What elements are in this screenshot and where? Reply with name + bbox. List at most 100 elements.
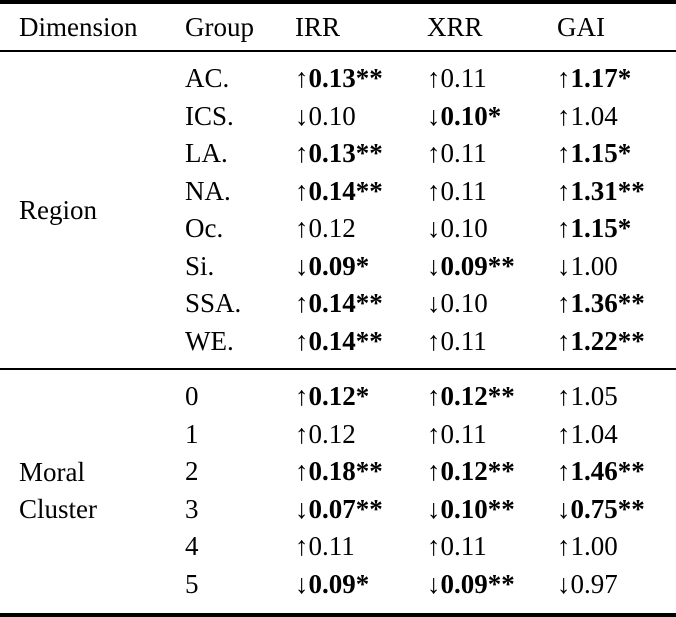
gai-cell: ↑1.15* (557, 138, 676, 169)
xrr-cell: ↓0.10* (427, 101, 557, 132)
xrr-value: 0.11 (440, 175, 487, 206)
irr-cell: ↑0.12 (295, 213, 427, 244)
gai-value: 0.75** (570, 493, 645, 524)
gai-cell: ↑1.04 (557, 101, 676, 132)
irr-value: 0.10 (308, 100, 356, 131)
group-cell: 1 (185, 418, 199, 449)
group-cell: AC. (185, 63, 230, 94)
xrr-cell: ↑0.11 (427, 63, 557, 94)
table-row: WE. ↑0.14** ↑0.11 ↑1.22** (185, 323, 676, 361)
irr-cell: ↑0.12 (295, 419, 427, 450)
gai-value: 1.36** (570, 288, 645, 319)
xrr-value: 0.11 (440, 418, 487, 449)
xrr-value: 0.10 (440, 288, 488, 319)
trend-arrow-icon: ↑ (427, 63, 441, 94)
gai-value: 1.00 (570, 250, 618, 281)
trend-arrow-icon: ↑ (295, 325, 309, 356)
section-region: Region AC. ↑0.13** ↑0.11 ↑1.17* ICS. ↓0.… (0, 52, 676, 368)
table-row: 3 ↓0.07** ↓0.10** ↓0.75** (185, 491, 676, 529)
gai-cell: ↓0.75** (557, 494, 676, 525)
trend-arrow-icon: ↑ (427, 418, 441, 449)
xrr-value: 0.12** (440, 381, 515, 412)
group-cell: Oc. (185, 213, 224, 244)
trend-arrow-icon: ↓ (427, 100, 441, 131)
xrr-cell: ↑0.11 (427, 531, 557, 562)
xrr-value: 0.11 (440, 138, 487, 169)
gai-value: 1.15* (570, 213, 632, 244)
trend-arrow-icon: ↓ (557, 493, 571, 524)
column-header-dimension: Dimension (19, 11, 138, 42)
irr-value: 0.09* (308, 250, 370, 281)
irr-cell: ↓0.07** (295, 494, 427, 525)
trend-arrow-icon: ↓ (427, 213, 441, 244)
irr-cell: ↑0.12* (295, 381, 427, 412)
table-row: Si. ↓0.09* ↓0.09** ↓1.00 (185, 248, 676, 286)
column-header-gai: GAI (557, 11, 605, 42)
irr-cell: ↑0.14** (295, 326, 427, 357)
gai-value: 1.04 (570, 418, 618, 449)
irr-value: 0.14** (308, 288, 383, 319)
trend-arrow-icon: ↑ (557, 418, 571, 449)
column-header-irr: IRR (295, 11, 341, 42)
table-row: 0 ↑0.12* ↑0.12** ↑1.05 (185, 378, 676, 416)
trend-arrow-icon: ↑ (557, 456, 571, 487)
table-row: SSA. ↑0.14** ↓0.10 ↑1.36** (185, 285, 676, 323)
irr-value: 0.12 (308, 213, 356, 244)
irr-value: 0.07** (308, 493, 383, 524)
trend-arrow-icon: ↑ (557, 531, 571, 562)
trend-arrow-icon: ↑ (427, 381, 441, 412)
irr-value: 0.13** (308, 138, 383, 169)
trend-arrow-icon: ↑ (557, 381, 571, 412)
table-row: 4 ↑0.11 ↑0.11 ↑1.00 (185, 528, 676, 566)
gai-value: 1.46** (570, 456, 645, 487)
irr-cell: ↓0.10 (295, 101, 427, 132)
trend-arrow-icon: ↑ (427, 456, 441, 487)
irr-value: 0.18** (308, 456, 383, 487)
dimension-label-line: Moral (19, 456, 85, 487)
irr-cell: ↑0.14** (295, 288, 427, 319)
gai-cell: ↑1.15* (557, 213, 676, 244)
trend-arrow-icon: ↓ (295, 250, 309, 281)
trend-arrow-icon: ↑ (427, 325, 441, 356)
group-cell: Si. (185, 250, 215, 281)
group-cell: SSA. (185, 288, 242, 319)
xrr-cell: ↓0.10** (427, 494, 557, 525)
irr-cell: ↑0.11 (295, 531, 427, 562)
table-row: NA. ↑0.14** ↑0.11 ↑1.31** (185, 173, 676, 211)
irr-cell: ↑0.13** (295, 138, 427, 169)
table-row: Oc. ↑0.12 ↓0.10 ↑1.15* (185, 210, 676, 248)
xrr-value: 0.10 (440, 213, 488, 244)
irr-value: 0.11 (308, 531, 355, 562)
trend-arrow-icon: ↓ (295, 493, 309, 524)
trend-arrow-icon: ↓ (427, 288, 441, 319)
gai-cell: ↑1.22** (557, 326, 676, 357)
trend-arrow-icon: ↑ (295, 456, 309, 487)
trend-arrow-icon: ↓ (427, 568, 441, 599)
trend-arrow-icon: ↑ (427, 138, 441, 169)
irr-value: 0.12* (308, 381, 370, 412)
xrr-value: 0.12** (440, 456, 515, 487)
table-row: LA. ↑0.13** ↑0.11 ↑1.15* (185, 135, 676, 173)
dimension-label-region: Region (0, 60, 185, 360)
trend-arrow-icon: ↑ (557, 325, 571, 356)
irr-cell: ↑0.14** (295, 176, 427, 207)
gai-cell: ↑1.05 (557, 381, 676, 412)
group-cell: 0 (185, 381, 199, 412)
xrr-cell: ↑0.11 (427, 326, 557, 357)
trend-arrow-icon: ↑ (557, 138, 571, 169)
trend-arrow-icon: ↑ (427, 531, 441, 562)
xrr-value: 0.10** (440, 493, 515, 524)
trend-arrow-icon: ↑ (295, 531, 309, 562)
irr-cell: ↑0.13** (295, 63, 427, 94)
irr-cell: ↑0.18** (295, 456, 427, 487)
trend-arrow-icon: ↓ (295, 100, 309, 131)
trend-arrow-icon: ↑ (295, 138, 309, 169)
xrr-value: 0.10* (440, 100, 502, 131)
gai-value: 1.15* (570, 138, 632, 169)
section-moral-cluster-rows: 0 ↑0.12* ↑0.12** ↑1.05 1 ↑0.12 ↑0.11 ↑1.… (185, 378, 676, 603)
gai-value: 1.22** (570, 325, 645, 356)
xrr-cell: ↓0.10 (427, 213, 557, 244)
irr-value: 0.14** (308, 175, 383, 206)
section-region-rows: AC. ↑0.13** ↑0.11 ↑1.17* ICS. ↓0.10 ↓0.1… (185, 60, 676, 360)
dimension-label-line: Region (19, 194, 97, 225)
